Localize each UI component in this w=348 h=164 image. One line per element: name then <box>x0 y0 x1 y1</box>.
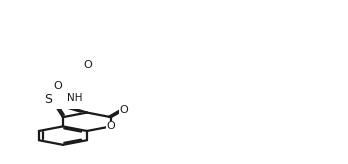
Text: NH: NH <box>67 93 83 103</box>
Text: O: O <box>53 81 62 91</box>
Text: S: S <box>44 93 52 106</box>
Text: O: O <box>106 121 116 131</box>
Text: O: O <box>84 60 92 70</box>
Text: O: O <box>119 105 128 115</box>
